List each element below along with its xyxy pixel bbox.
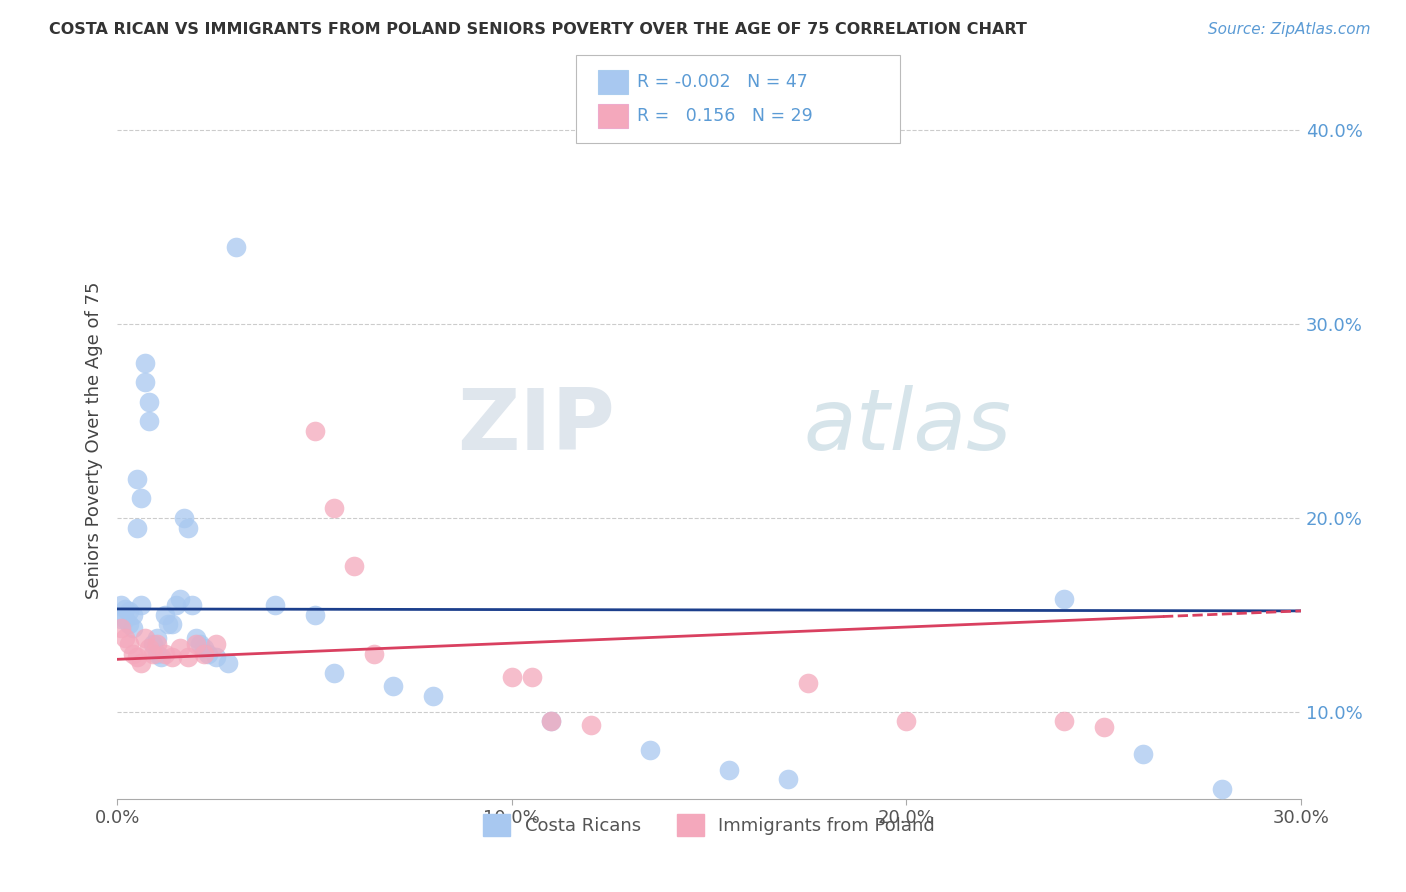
Point — [264, 598, 287, 612]
Point — [114, 631, 136, 645]
Point — [501, 670, 523, 684]
Point — [110, 621, 132, 635]
Point — [145, 647, 167, 661]
Point — [896, 714, 918, 729]
Point — [114, 602, 136, 616]
Point — [1053, 592, 1076, 607]
Text: COSTA RICAN VS IMMIGRANTS FROM POLAND SENIORS POVERTY OVER THE AGE OF 75 CORRELA: COSTA RICAN VS IMMIGRANTS FROM POLAND SE… — [49, 22, 1028, 37]
Point — [149, 650, 172, 665]
Point — [363, 647, 385, 661]
Point — [125, 520, 148, 534]
Point — [323, 665, 346, 680]
Point — [797, 675, 820, 690]
Point — [122, 607, 145, 622]
Point — [169, 640, 191, 655]
Point — [173, 511, 195, 525]
Point — [125, 472, 148, 486]
Point — [520, 670, 543, 684]
Point — [169, 592, 191, 607]
Point — [304, 607, 326, 622]
Point — [134, 376, 156, 390]
Point — [717, 763, 740, 777]
Point — [157, 617, 180, 632]
Point — [184, 637, 207, 651]
Text: R = -0.002   N = 47: R = -0.002 N = 47 — [637, 73, 807, 91]
Point — [129, 656, 152, 670]
Point — [145, 631, 167, 645]
Point — [142, 637, 165, 651]
Point — [579, 718, 602, 732]
Point — [114, 612, 136, 626]
Point — [323, 501, 346, 516]
Point — [540, 714, 562, 729]
Point — [193, 640, 215, 655]
Legend: Costa Ricans, Immigrants from Poland: Costa Ricans, Immigrants from Poland — [475, 807, 942, 844]
Text: Source: ZipAtlas.com: Source: ZipAtlas.com — [1208, 22, 1371, 37]
Point — [181, 598, 204, 612]
Point — [134, 631, 156, 645]
Point — [110, 612, 132, 626]
Point — [134, 356, 156, 370]
Point — [122, 647, 145, 661]
Point — [1132, 747, 1154, 762]
Point — [205, 637, 228, 651]
Point — [138, 414, 160, 428]
Point — [177, 650, 200, 665]
Point — [217, 656, 239, 670]
Point — [165, 598, 187, 612]
Point — [118, 637, 141, 651]
Point — [138, 394, 160, 409]
Point — [225, 239, 247, 253]
Point — [778, 772, 800, 787]
Point — [142, 647, 165, 661]
Point — [184, 631, 207, 645]
Text: R =   0.156   N = 29: R = 0.156 N = 29 — [637, 107, 813, 125]
Point — [343, 559, 366, 574]
Point — [177, 520, 200, 534]
Y-axis label: Seniors Poverty Over the Age of 75: Seniors Poverty Over the Age of 75 — [86, 282, 103, 599]
Point — [118, 604, 141, 618]
Point — [138, 640, 160, 655]
Point — [1211, 782, 1233, 797]
Point — [382, 680, 405, 694]
Point — [540, 714, 562, 729]
Point — [125, 650, 148, 665]
Point — [129, 491, 152, 506]
Point — [118, 617, 141, 632]
Point — [153, 607, 176, 622]
Point — [153, 647, 176, 661]
Point — [110, 598, 132, 612]
Point — [129, 598, 152, 612]
Point — [162, 617, 184, 632]
Point — [197, 647, 219, 661]
Point — [193, 647, 215, 661]
Point — [188, 637, 211, 651]
Text: atlas: atlas — [804, 384, 1012, 467]
Point — [422, 689, 444, 703]
Point — [1092, 720, 1115, 734]
Point — [162, 650, 184, 665]
Point — [145, 637, 167, 651]
Point — [1053, 714, 1076, 729]
Text: ZIP: ZIP — [457, 384, 614, 467]
Point — [122, 621, 145, 635]
Point — [205, 650, 228, 665]
Point — [638, 743, 661, 757]
Point — [304, 424, 326, 438]
